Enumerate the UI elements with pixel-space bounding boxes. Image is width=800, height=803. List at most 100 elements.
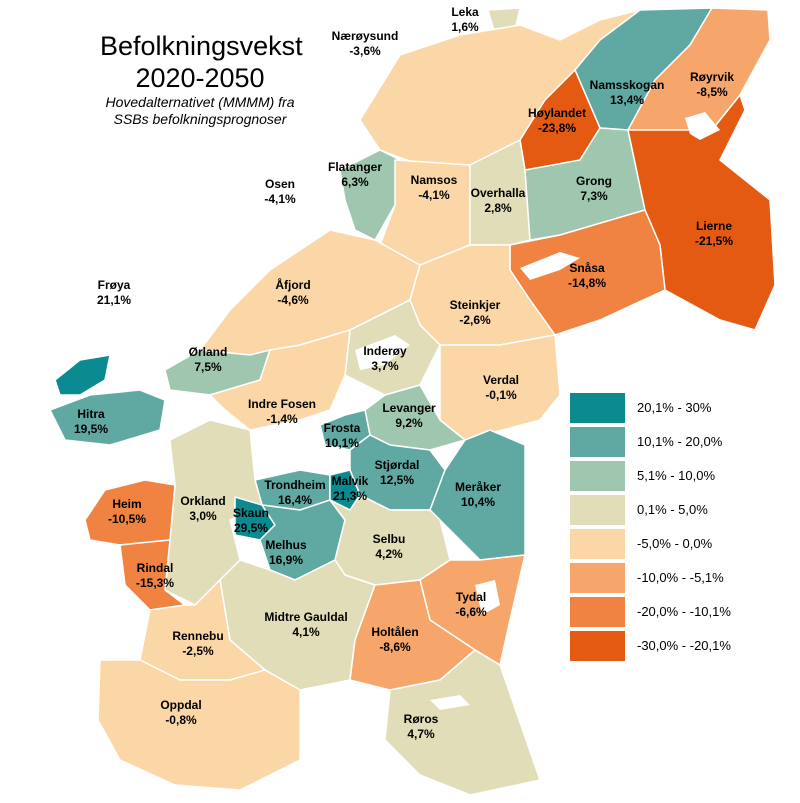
label-holtalen: Holtålen -8,6% [371,625,418,655]
municipality-value: -6,6% [455,605,487,619]
municipality-name: Midtre Gauldal [264,610,348,624]
label-heim: Heim -10,5% [108,497,146,527]
municipality-name: Indre Fosen [247,397,317,411]
municipality-value: 19,5% [73,422,109,436]
municipality-name: Verdal [482,373,520,387]
label-hitra: Hitra 19,5% [74,407,108,437]
label-meraker: Meråker 10,4% [455,480,501,510]
legend-label: 5,1% - 10,0% [637,468,716,483]
municipality-name: Orkland [180,494,226,508]
legend-label: -5,0% - 0,0% [637,536,713,551]
title-line-1: Befolkningsvekst [100,31,303,61]
map-subtitle: Hovedalternativet (MMMM) fra SSBs befolk… [90,94,310,128]
label-malvik: Malvik 21,3% [332,474,369,504]
municipality-value: 7,3% [580,189,608,203]
municipality-name: Meråker [454,480,502,494]
legend-swatch [570,495,625,525]
municipality-value: 4,1% [292,625,320,639]
municipality-value: -8,5% [696,85,728,99]
label-naeroysund: Nærøysund -3,6% [332,29,399,59]
municipality-value: 29,5% [233,521,269,535]
municipality-value: -10,5% [107,512,147,526]
municipality-name: Malvik [331,474,369,488]
legend-label: 10,1% - 20,0% [637,434,723,449]
region-oppdal [97,659,301,791]
legend-label: -10,0% - -5,1% [637,570,724,585]
municipality-name: Holtålen [371,625,419,639]
municipality-name: Heim [112,497,142,511]
municipality-value: 13,4% [609,93,645,107]
label-trondheim: Trondheim 16,4% [264,478,325,508]
municipality-value: -1,4% [266,412,298,426]
municipality-value: -2,5% [182,644,214,658]
label-rennebu: Rennebu -2,5% [172,629,223,659]
municipality-name: Hitra [77,407,105,421]
municipality-name: Åfjord [275,278,311,292]
region-roros [384,649,541,796]
municipality-value: -14,8% [567,276,607,290]
municipality-name: Overhalla [470,186,526,200]
municipality-value: 10,4% [460,495,496,509]
municipality-value: 4,7% [407,727,435,741]
municipality-name: Skaun [232,506,270,520]
label-snasa: Snåsa -14,8% [568,261,606,291]
municipality-name: Rennebu [172,629,224,643]
municipality-value: -8,6% [379,640,411,654]
label-orland: Ørland 7,5% [189,345,228,375]
municipality-name: Røyrvik [689,70,735,84]
label-midtre-gauldal: Midtre Gauldal 4,1% [264,610,347,640]
region-indre-fosen [209,329,351,431]
municipality-name: Lierne [695,219,732,233]
municipality-value: -21,5% [694,234,734,248]
municipality-value: -23,8% [537,121,577,135]
municipality-value: 21,3% [332,489,368,503]
municipality-value: 9,2% [395,416,423,430]
label-grong: Grong 7,3% [576,174,612,204]
municipality-name: Namsskogan [589,78,665,92]
label-stjordal: Stjørdal 12,5% [375,458,420,488]
municipality-value: -4,1% [264,192,296,206]
municipality-value: -2,6% [459,313,491,327]
map-title: Befolkningsvekst 2020-2050 [100,30,303,94]
municipality-value: -4,1% [418,188,450,202]
municipality-value: 12,5% [379,473,415,487]
label-oppdal: Oppdal -0,8% [160,698,201,728]
municipality-name: Stjørdal [374,458,420,472]
label-melhus: Melhus 16,9% [265,538,306,568]
municipality-name: Selbu [372,532,406,546]
legend-swatch [570,461,625,491]
subtitle-line-1: Hovedalternativet (MMMM) fra [105,94,295,110]
label-skaun: Skaun 29,5% [233,506,269,536]
municipality-value: 6,3% [341,175,369,189]
label-levanger: Levanger 9,2% [382,401,435,431]
municipality-value: 4,2% [375,547,403,561]
municipality-name: Frosta [323,421,361,435]
municipality-value: 3,7% [371,359,399,373]
lake-beitstadfjorden [355,335,410,370]
municipality-value: 16,4% [277,493,313,507]
label-roros: Røros 4,7% [404,712,439,742]
label-lierne: Lierne -21,5% [695,219,733,249]
municipality-value: 16,9% [268,553,304,567]
municipality-value: 7,5% [194,360,222,374]
region-heim [84,479,176,546]
municipality-name: Grong [576,174,612,188]
municipality-name: Steinkjer [449,298,501,312]
municipality-name: Leka [451,5,479,19]
legend-swatch [570,393,625,423]
label-hoylandet: Høylandet -23,8% [528,106,586,136]
municipality-name: Osen [264,177,296,191]
subtitle-line-2: SSBs befolkningsprognoser [113,111,287,127]
municipality-name: Trondheim [264,478,326,492]
legend-label: -20,0% - -10,1% [637,604,731,619]
municipality-value: -0,8% [165,713,197,727]
municipality-value: 2,8% [484,201,512,215]
municipality-name: Ørland [188,345,228,359]
municipality-name: Inderøy [363,344,407,358]
label-afjord: Åfjord -4,6% [275,278,310,308]
region-hitra [49,389,166,446]
label-namsskogan: Namsskogan 13,4% [590,78,665,108]
label-selbu: Selbu 4,2% [373,532,406,562]
municipality-value: -4,6% [277,293,309,307]
